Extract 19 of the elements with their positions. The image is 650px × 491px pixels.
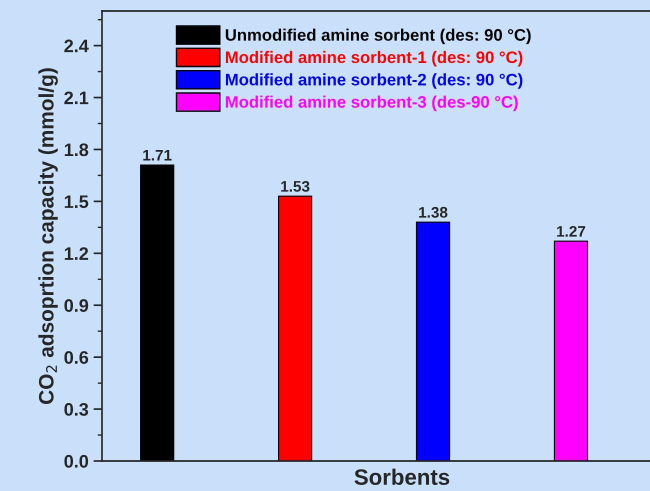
legend-label: Modified amine sorbent-3 (des-90 °C) bbox=[226, 96, 518, 112]
y-tick-label: 1.5 bbox=[64, 196, 88, 208]
y-tick-label: 0.0 bbox=[64, 454, 88, 468]
y-tick-label: 2.1 bbox=[64, 91, 88, 104]
legend-label: Unmodified amine sorbent (des: 90 °C) bbox=[226, 28, 531, 44]
x-axis-title: Sorbents bbox=[354, 468, 450, 485]
y-axis-title: CO$_{2}$ adsoprtion capacity (mmol/g) bbox=[38, 68, 58, 404]
y-tick-label: 1.2 bbox=[64, 247, 88, 260]
data-label: 1.53 bbox=[281, 180, 310, 192]
y-tick-label: 0.9 bbox=[64, 299, 88, 312]
legend-label: Modified amine sorbent-1 (des: 90 °C) bbox=[226, 50, 522, 66]
data-label: 1.71 bbox=[143, 150, 172, 160]
data-label: 1.27 bbox=[557, 226, 586, 237]
y-tick-label: 1.8 bbox=[64, 143, 88, 156]
legend-label: Modified amine sorbent-2 (des: 90 °C) bbox=[226, 73, 522, 89]
y-tick-label: 0.3 bbox=[64, 403, 88, 416]
y-tick-label: 2.4 bbox=[64, 40, 89, 52]
data-label: 1.38 bbox=[419, 206, 448, 218]
y-tick-label: 0.6 bbox=[64, 351, 88, 364]
